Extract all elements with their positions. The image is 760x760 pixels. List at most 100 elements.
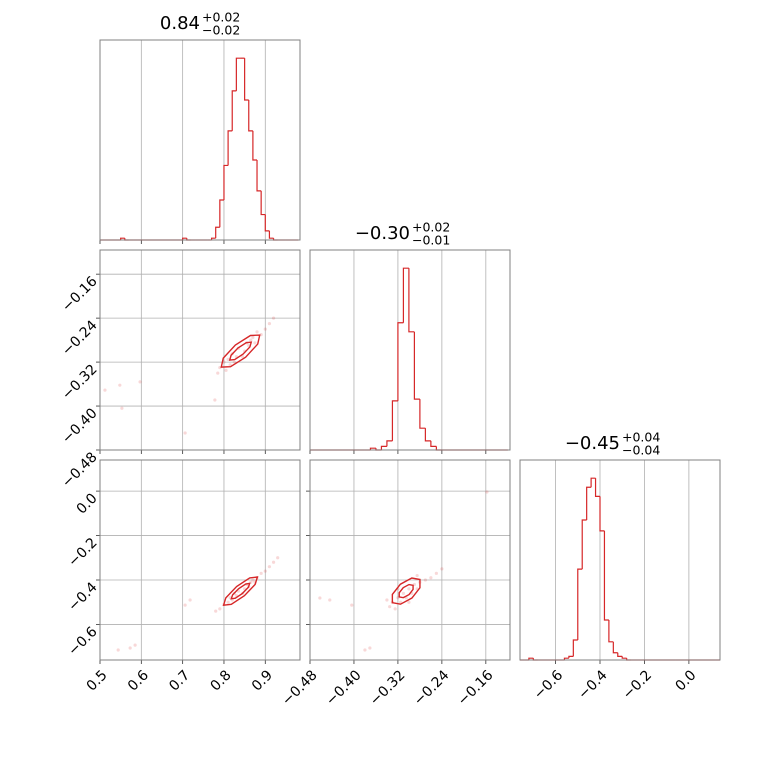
sample-point — [226, 357, 230, 361]
y-tick-label: −0.4 — [65, 579, 100, 614]
title-upper-error: +0.02 — [202, 10, 240, 25]
x-tick-label: −0.6 — [531, 667, 566, 702]
histogram-step — [219, 199, 224, 228]
x-tick-label: −0.2 — [620, 667, 655, 702]
histogram-step — [402, 267, 409, 323]
sample-point — [183, 431, 187, 435]
histogram-step — [581, 519, 587, 570]
histogram-step — [397, 322, 404, 401]
x-tick-label: 0.6 — [125, 667, 152, 694]
histogram-step — [430, 440, 437, 447]
sample-point — [120, 406, 124, 410]
y-tick-label: −0.6 — [65, 624, 100, 659]
sample-point — [213, 398, 217, 402]
histogram-step — [612, 641, 618, 654]
title-lower-error: −0.04 — [622, 443, 660, 458]
histogram-step — [386, 440, 393, 447]
sample-point — [232, 360, 236, 364]
histogram-step — [594, 478, 600, 497]
title-upper-error: +0.04 — [622, 430, 660, 445]
sample-point — [485, 490, 489, 494]
histogram-step — [391, 400, 398, 441]
x-tick-label: 0.9 — [249, 667, 276, 694]
histogram-step — [617, 652, 623, 657]
sample-point — [267, 565, 272, 569]
histogram-step — [231, 90, 237, 131]
histogram-step — [260, 190, 266, 216]
sample-point — [271, 560, 276, 564]
panel-frame — [99, 249, 301, 451]
histogram-step — [380, 445, 387, 450]
sample-point — [393, 607, 397, 611]
sample-point — [226, 600, 230, 604]
y-tick-label: −0.40 — [59, 405, 101, 447]
x-tick-label: 0.5 — [84, 667, 111, 694]
histogram-step — [621, 656, 627, 659]
y-tick-label: −0.32 — [59, 361, 101, 403]
x-tick-label: −0.4 — [575, 667, 610, 702]
sample-point — [116, 648, 120, 652]
title-lower-error: −0.01 — [412, 233, 450, 248]
y-tick-label: −0.16 — [59, 273, 101, 315]
sample-point — [407, 587, 411, 591]
x-tick-label: 0.8 — [208, 667, 235, 694]
x-tick-label: −0.24 — [411, 667, 453, 709]
sample-point — [434, 571, 438, 575]
histogram-step — [608, 620, 614, 643]
histogram-step — [252, 130, 258, 161]
histogram-step — [215, 226, 220, 239]
x-tick-label: 0.0 — [672, 667, 699, 694]
sample-point — [263, 569, 267, 573]
panel-title: 0.84 — [160, 13, 200, 34]
sample-point — [118, 383, 122, 387]
histogram-step — [120, 237, 125, 240]
histogram-step — [419, 399, 426, 429]
sample-point — [103, 388, 107, 392]
density-contour — [398, 583, 414, 599]
y-tick-label: −0.48 — [59, 449, 101, 491]
density-contour — [222, 576, 259, 607]
sample-point — [251, 335, 255, 339]
density-contour — [230, 582, 251, 600]
histogram-step — [264, 214, 270, 232]
y-tick-label: −0.2 — [65, 535, 100, 570]
sample-point — [224, 368, 228, 372]
x-tick-label: −0.40 — [323, 667, 365, 709]
sample-point — [188, 598, 192, 602]
x-tick-label: −0.48 — [279, 667, 321, 709]
panel-title: −0.45 — [565, 433, 620, 454]
panel-frame — [309, 249, 511, 451]
histogram-step — [248, 100, 253, 132]
histogram-step — [528, 657, 534, 660]
x-tick-label: −0.32 — [367, 667, 409, 709]
density-contour — [220, 334, 261, 368]
sample-point — [271, 316, 276, 320]
histogram-step — [572, 639, 578, 657]
sample-point — [363, 648, 367, 652]
sample-point — [251, 578, 255, 582]
sample-point — [328, 598, 332, 602]
histogram-step — [256, 160, 262, 192]
sample-point — [276, 556, 280, 560]
sample-point — [401, 591, 406, 595]
sample-point — [183, 603, 187, 607]
histogram-step — [227, 130, 233, 166]
x-tick-label: 0.7 — [166, 667, 193, 694]
sample-point — [385, 598, 389, 602]
sample-point — [440, 567, 444, 571]
sample-point — [253, 341, 257, 345]
sample-point — [214, 609, 218, 613]
sample-point — [407, 600, 411, 604]
histogram-step — [268, 230, 274, 239]
sample-point — [216, 371, 220, 375]
histogram-step — [369, 447, 376, 450]
histogram-step — [590, 477, 596, 488]
y-tick-label: 0.0 — [74, 490, 101, 517]
histogram-step — [182, 237, 187, 240]
panel-frame — [99, 459, 301, 661]
sample-point — [423, 578, 427, 582]
sample-point — [263, 327, 267, 331]
x-tick-label: −0.16 — [455, 667, 497, 709]
panel-title: −0.30 — [355, 223, 410, 244]
